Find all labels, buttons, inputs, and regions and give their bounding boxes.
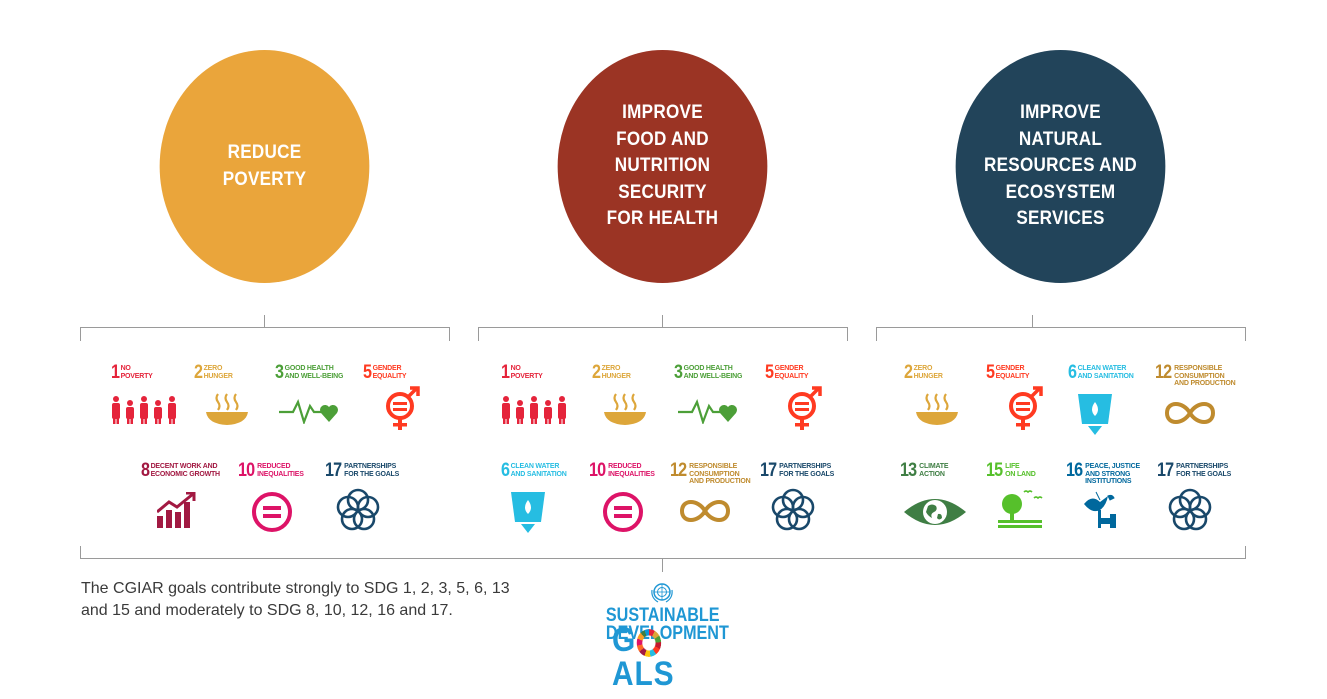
- sdg-title: GENDER EQUALITY: [774, 365, 809, 380]
- sdg-12-tile: 12 RESPONSIBLE CONSUMPTION AND PRODUCTIO…: [670, 460, 751, 544]
- sdg-number: 5: [986, 362, 995, 383]
- sdg-2-tile: 2 ZERO HUNGER: [904, 362, 980, 446]
- sdg-number: 2: [592, 362, 601, 383]
- sdg-15-tile: 15 LIFE ON LAND: [986, 460, 1062, 544]
- sdg-number: 2: [194, 362, 203, 383]
- outcome-circle-reduce-poverty: REDUCE POVERTY: [159, 50, 370, 283]
- sdg-2-tile: 2 ZERO HUNGER: [592, 362, 668, 446]
- sdg-5-tile: 5 GENDER EQUALITY: [363, 362, 439, 446]
- sdg-title: ZERO HUNGER: [913, 365, 943, 380]
- sdg-number: 5: [765, 362, 774, 383]
- sdg-17-tile: 17 PARTNERSHIPS FOR THE GOALS: [325, 460, 401, 544]
- sdg-number: 3: [275, 362, 284, 383]
- sdg-title: CLIMATE ACTION: [919, 463, 949, 478]
- sdg-logo-line1: SUSTAINABLE: [605, 605, 720, 626]
- sdg-number: 6: [501, 460, 510, 481]
- sdg-number: 8: [141, 460, 150, 481]
- sdg-number: 12: [1155, 362, 1172, 383]
- sdg-17-tile: 17 PARTNERSHIPS FOR THE GOALS: [1157, 460, 1233, 544]
- sdg-number: 10: [238, 460, 255, 481]
- sdg-number: 17: [760, 460, 777, 481]
- sdg-title: REDUCED INEQUALITIES: [608, 463, 655, 478]
- sdg-title: NO POVERTY: [510, 365, 543, 380]
- sdg-number: 12: [670, 460, 687, 481]
- sdg-number: 13: [900, 460, 917, 481]
- sdg-number: 10: [589, 460, 606, 481]
- sdg-title: GOOD HEALTH AND WELL-BEING: [284, 365, 344, 380]
- sdg-number: 1: [111, 362, 120, 383]
- sdg-8-tile: 8 DECENT WORK AND ECONOMIC GROWTH: [141, 460, 221, 544]
- sdg-title: PARTNERSHIPS FOR THE GOALS: [1176, 463, 1232, 478]
- sdg-1-tile: 1 NO POVERTY: [501, 362, 577, 446]
- sdg-title: LIFE ON LAND: [1005, 463, 1036, 478]
- sdg-title: CLEAN WATER AND SANITATION: [1077, 365, 1134, 380]
- sdg-2-tile: 2 ZERO HUNGER: [194, 362, 270, 446]
- outcome-circle-natural-resources: IMPROVE NATURAL RESOURCES AND ECOSYSTEM …: [955, 50, 1166, 283]
- sdg-title: PEACE, JUSTICE AND STRONG INSTITUTIONS: [1085, 463, 1140, 485]
- sdg-title: GENDER EQUALITY: [995, 365, 1030, 380]
- sdg-title: PARTNERSHIPS FOR THE GOALS: [344, 463, 400, 478]
- sdg-title: CLEAN WATER AND SANITATION: [510, 463, 567, 478]
- sdg-number: 3: [674, 362, 683, 383]
- sdg-10-tile: 10 REDUCED INEQUALITIES: [238, 460, 314, 544]
- sdg-number: 5: [363, 362, 372, 383]
- sdg-title: REDUCED INEQUALITIES: [257, 463, 304, 478]
- sdg-10-tile: 10 REDUCED INEQUALITIES: [589, 460, 665, 544]
- sdg-number: 17: [325, 460, 342, 481]
- sdg-number: 16: [1066, 460, 1083, 481]
- sdg-13-tile: 13 CLIMATE ACTION: [900, 460, 976, 544]
- sdg-title: RESPONSIBLE CONSUMPTION AND PRODUCTION: [689, 463, 751, 485]
- sdg-title: DECENT WORK AND ECONOMIC GROWTH: [150, 463, 221, 478]
- sdg-title: ZERO HUNGER: [601, 365, 631, 380]
- sdg-title: GOOD HEALTH AND WELL-BEING: [683, 365, 743, 380]
- sdg-number: 15: [986, 460, 1003, 481]
- outcome-circle-food-nutrition: IMPROVE FOOD AND NUTRITION SECURITY FOR …: [557, 50, 768, 283]
- sdg-title: RESPONSIBLE CONSUMPTION AND PRODUCTION: [1174, 365, 1236, 387]
- sdg-6-tile: 6 CLEAN WATER AND SANITATION: [501, 460, 577, 544]
- sdg-3-tile: 3 GOOD HEALTH AND WELL-BEING: [674, 362, 750, 446]
- sdg-16-tile: 16 PEACE, JUSTICE AND STRONG INSTITUTION…: [1066, 460, 1142, 544]
- un-emblem-icon: [651, 583, 673, 603]
- sdg-title: GENDER EQUALITY: [372, 365, 407, 380]
- sdg-title: PARTNERSHIPS FOR THE GOALS: [779, 463, 835, 478]
- sdg-12-tile: 12 RESPONSIBLE CONSUMPTION AND PRODUCTIO…: [1155, 362, 1236, 446]
- sdg-title: ZERO HUNGER: [203, 365, 233, 380]
- sdg-number: 1: [501, 362, 510, 383]
- sdg-number: 2: [904, 362, 913, 383]
- sdg-logo-line2: DEVELOPMENT: [605, 623, 729, 644]
- sdg-number: 6: [1068, 362, 1077, 383]
- sdg-1-tile: 1 NO POVERTY: [111, 362, 187, 446]
- caption-text: The CGIAR goals contribute strongly to S…: [81, 580, 510, 619]
- sdg-number: 17: [1157, 460, 1174, 481]
- sdg-6-tile: 6 CLEAN WATER AND SANITATION: [1068, 362, 1144, 446]
- sdg-3-tile: 3 GOOD HEALTH AND WELL-BEING: [275, 362, 351, 446]
- sdg-logo-goals: GOALS: [605, 623, 721, 691]
- sdg-5-tile: 5 GENDER EQUALITY: [765, 362, 841, 446]
- sdg-logo-line3: GOALS: [611, 621, 675, 693]
- sdg-17-tile: 17 PARTNERSHIPS FOR THE GOALS: [760, 460, 836, 544]
- sdg-5-tile: 5 GENDER EQUALITY: [986, 362, 1062, 446]
- sdg-title: NO POVERTY: [120, 365, 153, 380]
